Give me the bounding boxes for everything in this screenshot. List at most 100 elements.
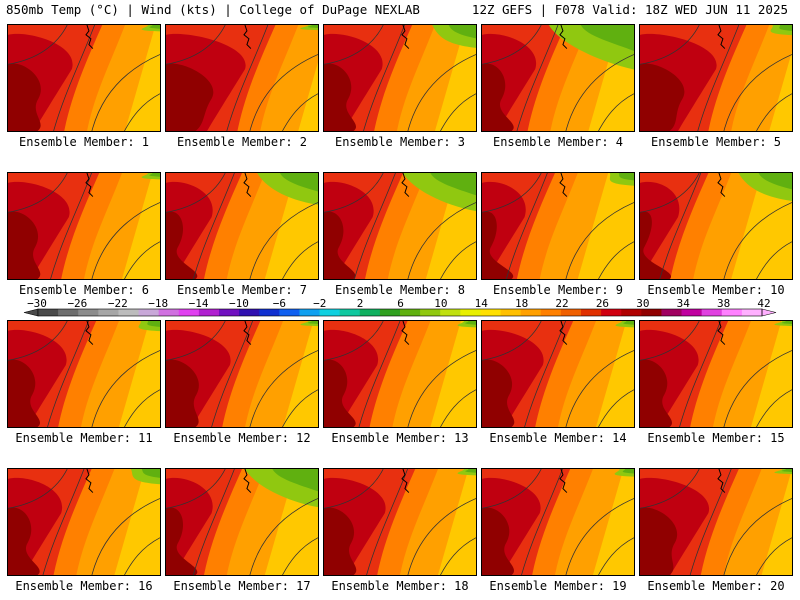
lake-shoreline xyxy=(717,173,726,197)
state-border xyxy=(91,54,160,131)
state-border xyxy=(407,54,476,131)
state-border xyxy=(697,25,740,131)
temperature-shading xyxy=(166,507,198,575)
member-label: Ensemble Member: 17 xyxy=(173,579,311,593)
state-border xyxy=(249,350,318,427)
temperature-shading xyxy=(8,211,41,279)
temperature-shading xyxy=(482,181,526,279)
state-border xyxy=(124,93,160,131)
lake-shoreline xyxy=(559,173,568,197)
lake-shoreline xyxy=(401,173,410,197)
member-label: Ensemble Member: 10 xyxy=(647,283,785,297)
colorbar-tick-label: −18 xyxy=(148,297,169,310)
state-border xyxy=(407,350,476,427)
cool-air-shading xyxy=(618,173,634,181)
cool-air-shading xyxy=(280,173,318,192)
state-border xyxy=(166,173,226,213)
temperature-shading xyxy=(166,477,213,575)
state-border xyxy=(407,202,476,279)
lake-shoreline xyxy=(243,321,252,345)
temperature-shading xyxy=(640,507,678,575)
member-label: Ensemble Member: 14 xyxy=(489,431,627,445)
lake-shoreline xyxy=(559,321,568,345)
state-border xyxy=(723,498,792,575)
colorbar-swatch xyxy=(721,309,743,316)
state-border xyxy=(640,173,700,213)
member-label: Ensemble Member: 1 xyxy=(18,135,150,149)
colorbar-tick-label: −30 xyxy=(27,297,47,310)
colorbar-swatch xyxy=(38,309,59,316)
member-label: Ensemble Member: 11 xyxy=(15,431,153,445)
cool-air-shading xyxy=(758,173,792,190)
ensemble-member-map xyxy=(481,24,635,132)
state-border xyxy=(521,469,563,575)
map-title: 850mb Temp (°C) | Wind (kts) | College o… xyxy=(6,2,420,17)
state-border xyxy=(211,321,254,427)
state-border xyxy=(482,173,542,213)
state-border xyxy=(640,25,700,65)
ensemble-member-map xyxy=(7,172,161,280)
cool-air-shading xyxy=(779,25,792,31)
colorbar-swatch xyxy=(78,309,99,316)
cool-air-shading xyxy=(623,321,634,325)
colorbar-swatch xyxy=(540,309,562,316)
colorbar-swatch xyxy=(400,309,421,316)
state-border xyxy=(723,54,792,131)
lake-shoreline xyxy=(559,25,568,49)
colorbar-swatch xyxy=(359,309,381,316)
colorbar-swatch xyxy=(178,309,200,316)
colorbar-swatch xyxy=(560,309,582,316)
member-label: Ensemble Member: 4 xyxy=(492,135,624,149)
state-border xyxy=(598,93,634,131)
cool-air-shading xyxy=(622,469,634,474)
state-border xyxy=(91,350,160,427)
state-border xyxy=(756,537,792,575)
state-border xyxy=(524,321,566,427)
ensemble-member-map xyxy=(165,468,319,576)
state-border xyxy=(516,25,559,131)
temperature-shading xyxy=(166,359,199,427)
colorbar-tick-label: −10 xyxy=(229,297,249,310)
temperature-shading xyxy=(640,181,680,279)
state-border xyxy=(505,173,548,279)
colorbar-swatch xyxy=(118,309,140,316)
colorbar-tick-label: 22 xyxy=(555,297,569,310)
state-border xyxy=(192,469,235,575)
lake-shoreline xyxy=(401,321,410,345)
state-border xyxy=(192,173,235,279)
cool-air-shading xyxy=(272,469,318,492)
colorbar-max-arrow xyxy=(761,308,777,317)
state-border xyxy=(354,173,396,279)
member-label: Ensemble Member: 5 xyxy=(650,135,782,149)
state-border xyxy=(565,54,634,131)
state-border xyxy=(440,389,476,427)
colorbar-swatch xyxy=(239,309,260,316)
state-border xyxy=(598,241,634,279)
state-border xyxy=(440,93,476,131)
state-border xyxy=(482,469,542,509)
member-label: Ensemble Member: 20 xyxy=(647,579,785,593)
lake-shoreline xyxy=(717,25,726,49)
state-border xyxy=(366,469,408,575)
cool-air-shading xyxy=(149,25,160,29)
colorbar-swatch xyxy=(621,309,642,316)
state-border xyxy=(124,389,160,427)
ensemble-member-map xyxy=(7,468,161,576)
run-valid-time: 12Z GEFS | F078 Valid: 18Z WED JUN 11 20… xyxy=(471,2,788,17)
state-border xyxy=(565,350,634,427)
ensemble-member-map xyxy=(323,24,477,132)
state-border xyxy=(91,498,160,575)
state-border xyxy=(282,241,318,279)
cool-air-shading xyxy=(307,25,318,28)
colorbar-swatch xyxy=(58,309,79,316)
member-label: Ensemble Member: 18 xyxy=(331,579,469,593)
colorbar-swatch xyxy=(500,309,522,316)
state-border xyxy=(91,202,160,279)
temperature-shading xyxy=(324,507,357,575)
member-label: Ensemble Member: 9 xyxy=(492,283,624,297)
lake-shoreline xyxy=(401,25,410,49)
lake-shoreline xyxy=(243,469,252,493)
state-border xyxy=(50,173,92,279)
cool-air-shading xyxy=(465,469,476,473)
temperature-shading xyxy=(324,211,356,279)
